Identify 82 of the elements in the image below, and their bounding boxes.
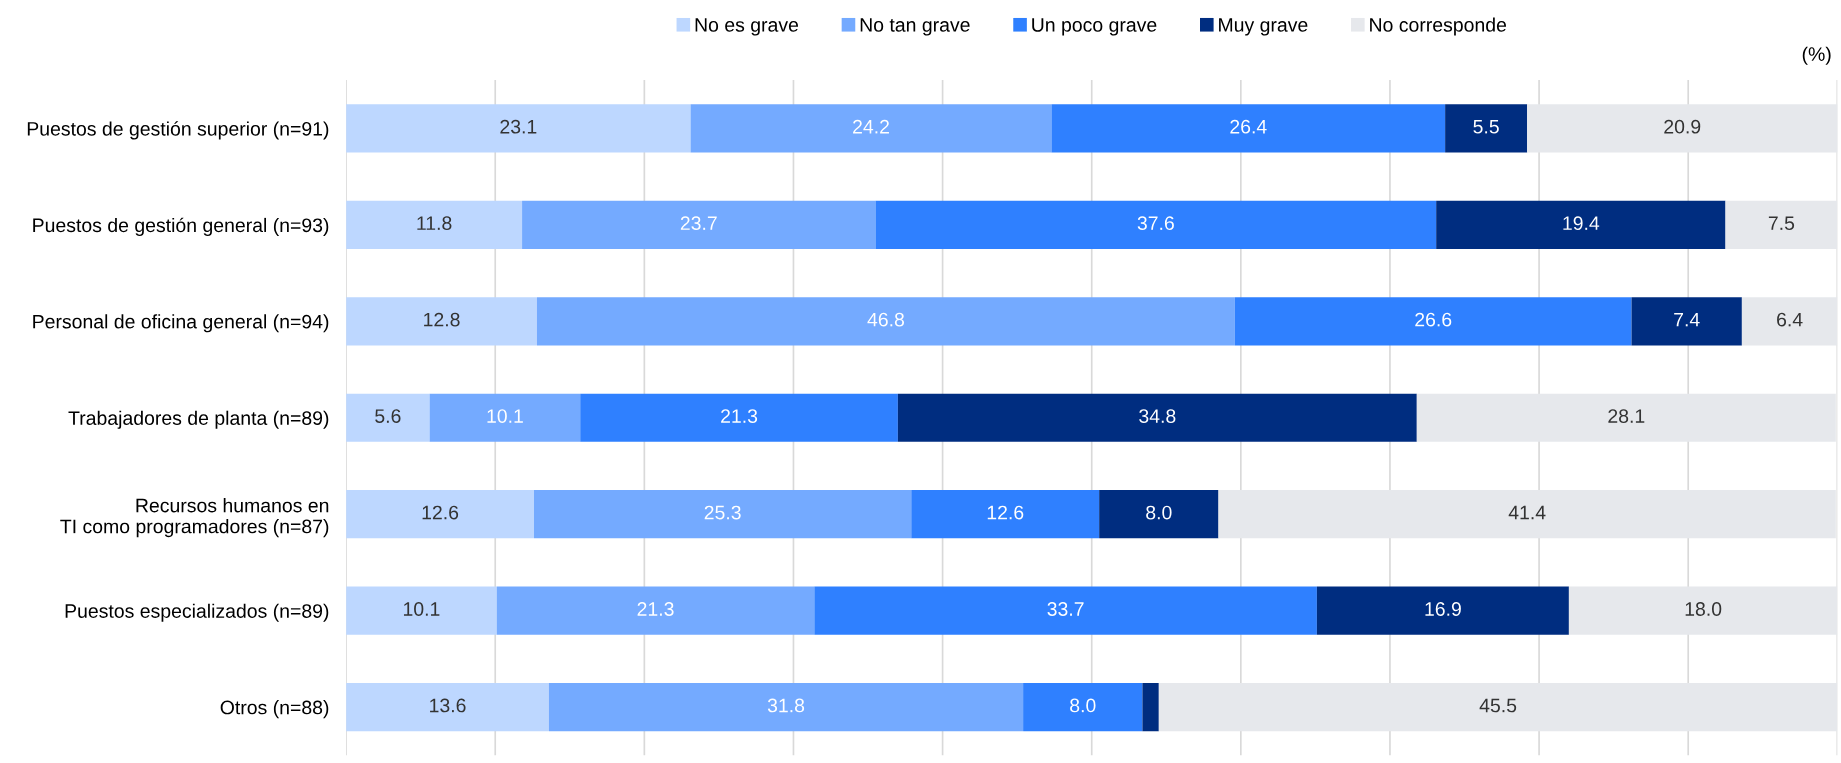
data-label: 12.6 — [422, 505, 459, 520]
y-tick-label: Puestos de gestión general (n=93) — [33, 217, 329, 237]
bar — [1234, 297, 1632, 346]
bar — [346, 490, 534, 539]
bar — [346, 586, 497, 635]
bar — [346, 393, 430, 442]
bar — [1218, 490, 1836, 539]
legend-label: No tan grave — [860, 18, 970, 36]
bar — [875, 200, 1437, 249]
data-label: 21.3 — [721, 409, 758, 423]
data-label: 5.5 — [1473, 120, 1499, 134]
bar — [346, 683, 549, 732]
bar — [1741, 297, 1838, 346]
data-label: 20.9 — [1664, 119, 1701, 134]
data-label: 7.4 — [1674, 312, 1700, 327]
bar — [548, 683, 1024, 732]
bar — [534, 490, 912, 539]
bar — [522, 200, 876, 249]
data-label: 45.5 — [1479, 698, 1517, 713]
data-label: 10.1 — [487, 409, 523, 423]
data-label: 37.6 — [1137, 216, 1174, 231]
data-label: 12.6 — [987, 505, 1024, 520]
y-tick-label: Puestos especializados (n=89) — [65, 603, 329, 622]
y-tick-label: Recursos humanos en TI como programadores (n=87) — [60, 498, 329, 538]
data-label: 8.0 — [1070, 698, 1096, 713]
bar — [1445, 104, 1528, 153]
y-tick-label: Otros (n=88) — [220, 700, 329, 719]
data-label: 26.6 — [1415, 312, 1452, 327]
data-label: 21.3 — [637, 602, 674, 616]
bar — [346, 200, 523, 249]
data-label: 12.8 — [424, 312, 460, 327]
bar — [580, 393, 898, 442]
bar — [1436, 200, 1726, 249]
data-label: 11.8 — [417, 216, 452, 231]
bar — [1051, 104, 1446, 153]
bar — [897, 393, 1417, 442]
data-label: 34.8 — [1139, 409, 1176, 423]
bar — [814, 586, 1317, 635]
bar — [1568, 586, 1838, 635]
legend-label: No es grave — [695, 18, 799, 36]
text: (%) — [1802, 46, 1831, 65]
data-label: 23.7 — [680, 216, 717, 231]
data-label: 6.4 — [1777, 312, 1803, 327]
y-tick-label: Trabajadores de planta (n=89) — [68, 410, 329, 429]
bar — [1142, 683, 1159, 732]
bar — [1099, 490, 1219, 539]
bar — [429, 393, 581, 442]
data-label: 16.9 — [1425, 602, 1461, 616]
data-label: 31.8 — [767, 698, 805, 713]
data-label: 24.2 — [853, 119, 889, 134]
data-label: 5.6 — [375, 409, 401, 423]
bar — [536, 297, 1235, 346]
data-label: 28.1 — [1608, 409, 1645, 423]
legend-label: No corresponde — [1370, 17, 1507, 36]
bar — [690, 104, 1052, 153]
bar — [1416, 393, 1836, 442]
y-tick-label: Puestos de gestión superior (n=91) — [27, 121, 329, 140]
data-label: 13.6 — [430, 698, 466, 713]
data-label: 25.3 — [704, 505, 741, 520]
legend-label: Muy grave — [1219, 18, 1308, 36]
bar — [346, 297, 537, 346]
bar — [1023, 683, 1143, 732]
y-tick-label: Personal de oficina general (n=94) — [33, 314, 329, 333]
bar — [1725, 200, 1838, 249]
data-label: 19.4 — [1563, 216, 1600, 231]
data-label: 33.7 — [1047, 602, 1084, 616]
data-label: 46.8 — [867, 312, 904, 327]
data-label: 23.1 — [500, 119, 537, 134]
data-label: 8.0 — [1146, 505, 1172, 520]
bar — [1631, 297, 1742, 346]
bar — [496, 586, 815, 635]
data-label: 7.5 — [1768, 216, 1795, 231]
bar — [346, 104, 691, 153]
bar — [911, 490, 1100, 539]
data-label: 41.4 — [1508, 505, 1546, 520]
data-label: 18.0 — [1685, 602, 1722, 616]
bar — [1527, 104, 1838, 153]
bar — [1158, 683, 1838, 732]
data-label: 26.4 — [1230, 119, 1267, 134]
bar — [1316, 586, 1569, 635]
legend-label: Un poco grave — [1032, 18, 1157, 36]
data-label: 10.1 — [403, 602, 440, 616]
